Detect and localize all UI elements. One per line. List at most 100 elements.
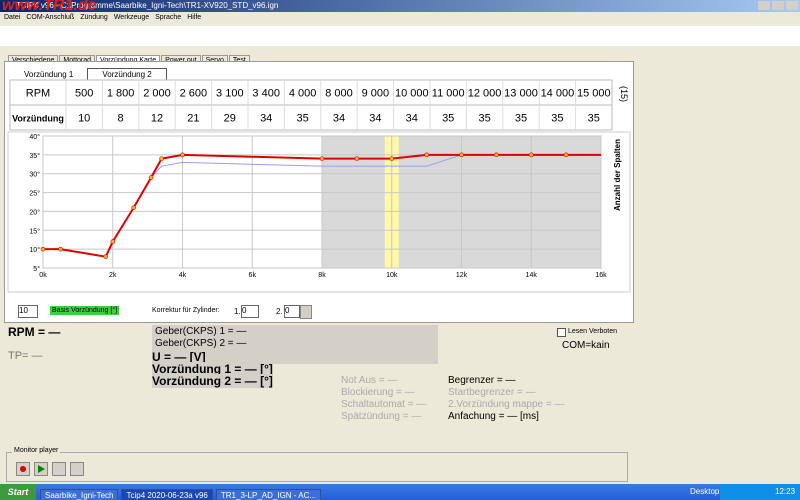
subtab[interactable]: Vorzündung 2 [87,68,167,80]
play-button[interactable] [34,462,48,476]
data-point [159,156,164,161]
menu-item[interactable]: Zündung [80,14,108,21]
toolbar-area [0,26,800,46]
data-point [319,156,325,161]
y-tick-label: 30° [29,171,40,179]
table-cell: 10 [78,113,90,125]
cyl1-input[interactable]: 0 [241,305,259,318]
table-cell: 8 [118,113,124,125]
cyl1-label: 1. [234,307,241,316]
tab[interactable]: Test [228,55,250,65]
geber-box [152,325,438,350]
tab[interactable]: Power out [161,55,201,65]
startbegrenzer-status: Startbegrenzer = — [448,387,536,398]
data-point [354,156,360,161]
table-cell: 34 [260,113,272,125]
correction-label: Korrektur für Zylinder: [152,307,220,314]
maximize-button[interactable] [772,1,784,10]
tab[interactable]: Vorzündung Karte [96,55,161,65]
table-cell: 14 000 [541,88,575,100]
task-item[interactable]: Saarbike_Igni-Tech [40,489,119,500]
start-button[interactable]: Start [0,484,36,500]
x-tick-label: 14k [526,272,538,279]
data-point [494,152,499,158]
data-point [148,175,154,180]
close-button[interactable] [786,1,798,10]
table-cell: 21 [187,113,199,125]
play-icon [38,465,45,473]
table-cell: 34 [369,113,381,125]
menu-item[interactable]: Hilfe [187,14,202,21]
data-point [131,205,136,210]
geber1-status: Geber(CKPS) 1 = — [155,326,247,337]
row-header: Vorzündung [12,114,64,124]
table-cell: 35 [296,113,308,125]
table-cell: 35 [442,113,454,125]
data-point [103,254,109,259]
table-cell: 3 400 [252,88,280,100]
table-cell: 12 [151,113,163,125]
tab-strip: VerschiedeneMottoradVorzündung KartePowe… [8,49,251,67]
task-item[interactable]: Tcip4 2020-06-23a v96 [121,489,213,500]
title-bar: TCIP4 v96 - C:\Programme\Saarbike_Igni-T… [0,0,800,14]
cyl2-label: 2. [276,307,283,316]
stop-button[interactable] [70,462,84,476]
begrenzer-status: Begrenzer = — [448,375,516,386]
watermark: www.TR1.de [2,0,97,14]
chart: RPM 500 1 800 2 000 2 600 3 100 3 400 4 000 8 00… [7,79,631,293]
table-cell: 29 [224,113,236,125]
menu-item[interactable]: Werkzeuge [113,14,150,21]
y-tick-label: 20° [29,208,40,216]
menu-item[interactable]: COM-Anschluß [26,14,75,21]
y-tick-label: 35° [29,152,40,160]
menu-item[interactable]: Sprache [155,14,182,21]
menu-item[interactable]: Datei [4,14,21,21]
row-header: RPM [26,88,50,100]
table-cell: 2 000 [143,88,171,100]
x-tick-label: 12k [456,272,468,279]
spaet-status: Spätzündung = — [341,411,422,422]
x-tick-label: 4k [179,272,187,279]
anfachung-status: Anfachung = — [ms] [448,411,539,422]
base-advance-input[interactable]: 10 [18,305,38,318]
subtab[interactable]: Vorzündung 1 [24,70,74,79]
not-aus-status: Not Aus = — [341,375,398,386]
x-tick-label: 2k [109,272,117,279]
voltage-status: U = — [V] [152,350,438,364]
pause-button[interactable] [52,462,66,476]
data-point [563,152,569,158]
table-cell: 34 [406,113,418,125]
table-cell: 3 100 [216,88,244,100]
lesen-checkbox[interactable] [557,328,566,337]
tray [720,484,800,500]
geber2-status: Geber(CKPS) 2 = — [155,338,247,349]
tab[interactable]: Mottorad [59,55,96,65]
tab[interactable]: Verschiedene [8,55,59,65]
rpm-status: RPM = — [8,325,61,339]
base-advance-label: Basis Vorzündung [°] [50,306,120,315]
task-item[interactable]: TR1_3-LP_AD_IGN - AC... [215,489,322,500]
window-title: TCIP4 v96 - C:\Programme\Saarbike_Igni-T… [16,1,279,10]
cyl2-input[interactable]: 0 [284,305,300,318]
y-tick-label: 5° [33,265,40,273]
desktop-label: Desktop [690,487,720,496]
com-status: COM=kain [562,340,610,351]
table-cell: 35 [551,113,563,125]
minimize-button[interactable] [758,1,770,10]
schaltautomat-status: Schaltautomat = — [341,399,427,410]
blockierung-status: Blockierung = — [341,387,415,398]
table-cell: 1 800 [107,88,135,100]
cyl2-spinner[interactable] [300,305,312,319]
y-tick-label: 10° [29,246,40,254]
table-cell: 35 [588,113,600,125]
data-point [58,246,63,252]
data-point [110,239,116,244]
tab[interactable]: Servo [201,55,228,65]
x-tick-label: 0k [39,272,47,279]
tp-status: TP= — [8,350,43,362]
y-tick-label: 15° [29,227,40,235]
record-button[interactable] [16,462,30,476]
data-point [459,152,464,158]
adv1-status: Vorzündung 1 = — [°] [152,362,273,376]
